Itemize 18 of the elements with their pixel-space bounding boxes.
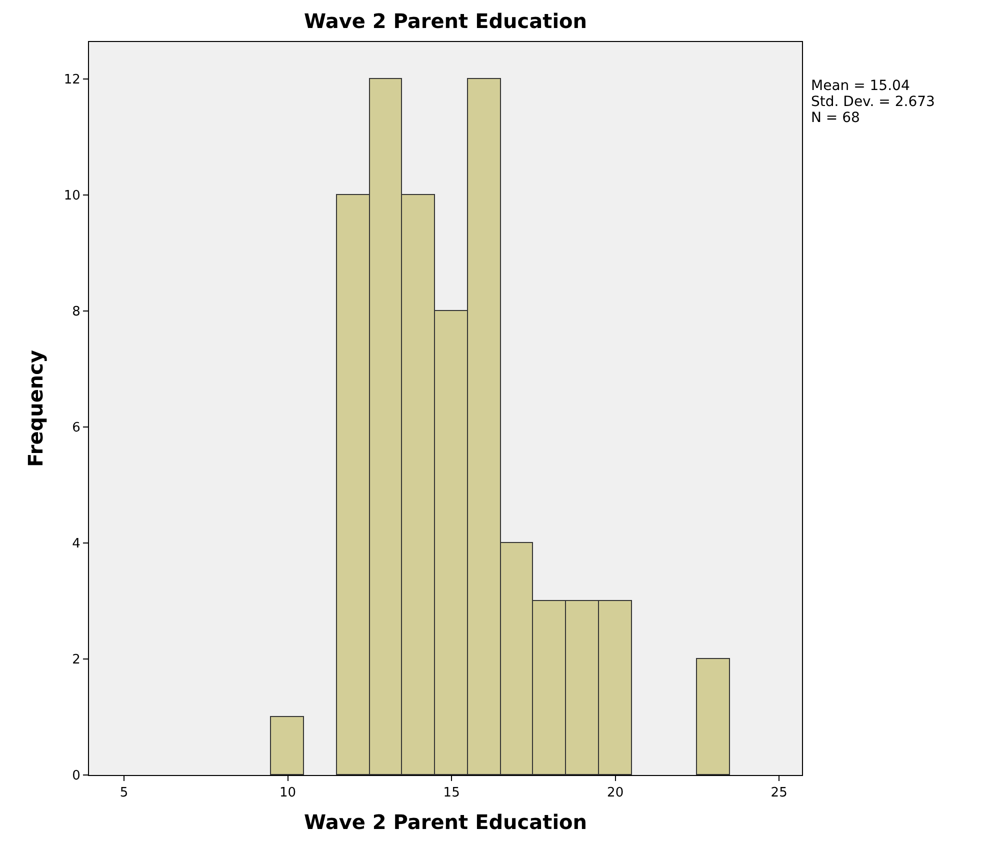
text: Std. Dev. = 2.673	[811, 94, 935, 110]
text: N = 68	[811, 110, 860, 126]
y-axis-title: Frequency	[23, 350, 48, 468]
x-tick-label: 20	[607, 786, 624, 801]
x-tick-label: 25	[770, 786, 788, 801]
y-tick-label: 6	[72, 420, 80, 436]
y-tick-label: 10	[64, 188, 80, 204]
x-tick-label: 5	[120, 786, 128, 801]
y-tick-label: 0	[72, 768, 80, 784]
x-tick-label: 10	[280, 786, 296, 801]
y-tick-label: 4	[72, 536, 80, 552]
y-tick-label: 12	[64, 72, 80, 88]
chart-title: Wave 2 Parent Education	[304, 9, 588, 33]
x-tick-label: 15	[443, 786, 460, 801]
y-tick-label: 8	[72, 304, 80, 320]
text: Mean = 15.04	[811, 78, 910, 94]
y-tick-label: 2	[72, 652, 80, 668]
x-axis-title: Wave 2 Parent Education	[304, 810, 588, 834]
